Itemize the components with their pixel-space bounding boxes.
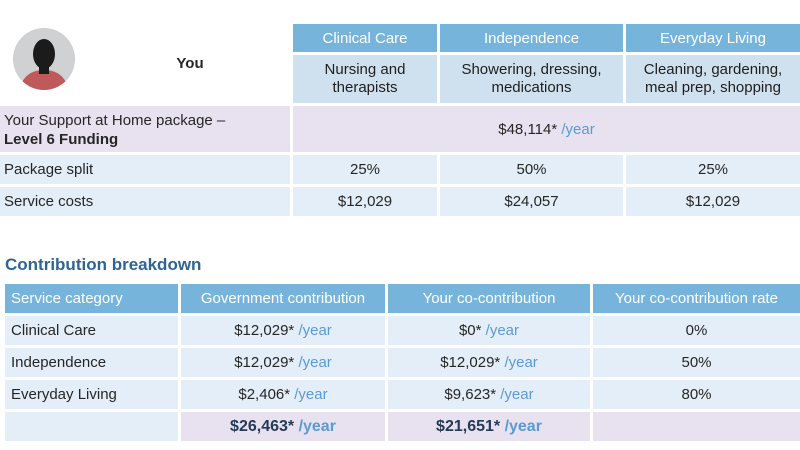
package-label-line1: Your Support at Home package – bbox=[4, 112, 226, 129]
totals-gov-unit: /year bbox=[298, 417, 336, 435]
person-silhouette-icon bbox=[13, 28, 75, 90]
costs-independence: $24,057 bbox=[440, 187, 623, 216]
gov-unit: /year bbox=[298, 354, 332, 371]
split-everyday-living: 25% bbox=[626, 155, 800, 184]
costs-everyday-living: $12,029 bbox=[626, 187, 800, 216]
package-row bbox=[0, 106, 800, 152]
totals-category bbox=[5, 412, 178, 441]
row-everyday-living-rate: 80% bbox=[593, 380, 800, 409]
row-everyday-living-co: $9,623* /year bbox=[388, 380, 590, 409]
column-header-independence: Independence bbox=[440, 24, 623, 52]
costs-clinical-care: $12,029 bbox=[293, 187, 437, 216]
gov-value: $2,406* bbox=[238, 386, 291, 403]
you-label: You bbox=[176, 54, 204, 72]
co-value: $9,623* bbox=[444, 386, 497, 403]
column-desc-everyday-living: Cleaning, gardening, meal prep, shopping bbox=[626, 55, 800, 103]
column-desc-clinical-care: Nursing and therapists bbox=[293, 55, 437, 103]
row-independence-rate: 50% bbox=[593, 348, 800, 377]
package-label: Your Support at Home package – Level 6 F… bbox=[4, 111, 289, 149]
row-clinical-care-category: Clinical Care bbox=[5, 316, 178, 345]
row-independence-co: $12,029* /year bbox=[388, 348, 590, 377]
row-independence-category: Independence bbox=[5, 348, 178, 377]
package-amount-value: $48,114* bbox=[498, 120, 558, 138]
header-co-contribution: Your co-contribution bbox=[388, 284, 590, 313]
avatar bbox=[13, 28, 75, 90]
totals-co-unit: /year bbox=[504, 417, 542, 435]
costs-label: Service costs bbox=[0, 187, 290, 216]
co-unit: /year bbox=[504, 354, 538, 371]
totals-co: $21,651* /year bbox=[388, 412, 590, 441]
row-clinical-care-co: $0* /year bbox=[388, 316, 590, 345]
co-value: $12,029* bbox=[440, 354, 501, 371]
header-co-contribution-rate: Your co-contribution rate bbox=[593, 284, 800, 313]
row-clinical-care-rate: 0% bbox=[593, 316, 800, 345]
gov-unit: /year bbox=[294, 386, 328, 403]
header-government-contribution: Government contribution bbox=[181, 284, 385, 313]
split-label: Package split bbox=[0, 155, 290, 184]
column-header-everyday-living: Everyday Living bbox=[626, 24, 800, 52]
co-unit: /year bbox=[500, 386, 534, 403]
package-label-line2: Level 6 Funding bbox=[4, 131, 119, 148]
breakdown-title: Contribution breakdown bbox=[5, 255, 202, 274]
column-header-clinical-care: Clinical Care bbox=[293, 24, 437, 52]
row-clinical-care-gov: $12,029* /year bbox=[181, 316, 385, 345]
package-amount: $48,114* /year bbox=[293, 106, 800, 152]
header-service-category: Service category bbox=[5, 284, 178, 313]
co-value: $0* bbox=[458, 322, 482, 339]
gov-unit: /year bbox=[298, 322, 332, 339]
co-unit: /year bbox=[485, 322, 520, 339]
totals-rate bbox=[593, 412, 800, 441]
package-amount-unit: /year bbox=[561, 120, 595, 138]
gov-value: $12,029* bbox=[234, 322, 295, 339]
support-package-table: You Clinical Care Independence Everyday … bbox=[0, 0, 800, 220]
package-divider bbox=[290, 106, 293, 152]
column-desc-independence: Showering, dressing, medications bbox=[440, 55, 623, 103]
row-everyday-living-gov: $2,406* /year bbox=[181, 380, 385, 409]
totals-gov-value: $26,463* bbox=[230, 417, 295, 435]
gov-value: $12,029* bbox=[234, 354, 295, 371]
split-clinical-care: 25% bbox=[293, 155, 437, 184]
totals-co-value: $21,651* bbox=[436, 417, 501, 435]
totals-gov: $26,463* /year bbox=[181, 412, 385, 441]
row-independence-gov: $12,029* /year bbox=[181, 348, 385, 377]
row-everyday-living-category: Everyday Living bbox=[5, 380, 178, 409]
split-independence: 50% bbox=[440, 155, 623, 184]
breakdown-table: Service category Government contribution… bbox=[0, 284, 800, 441]
